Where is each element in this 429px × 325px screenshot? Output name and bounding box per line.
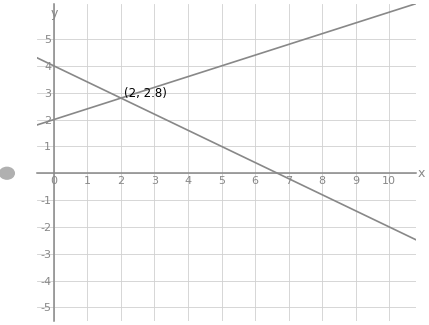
Text: (2, 2.8): (2, 2.8) — [124, 87, 167, 100]
Circle shape — [0, 167, 14, 179]
Text: x: x — [418, 167, 425, 180]
Text: y: y — [50, 7, 57, 20]
